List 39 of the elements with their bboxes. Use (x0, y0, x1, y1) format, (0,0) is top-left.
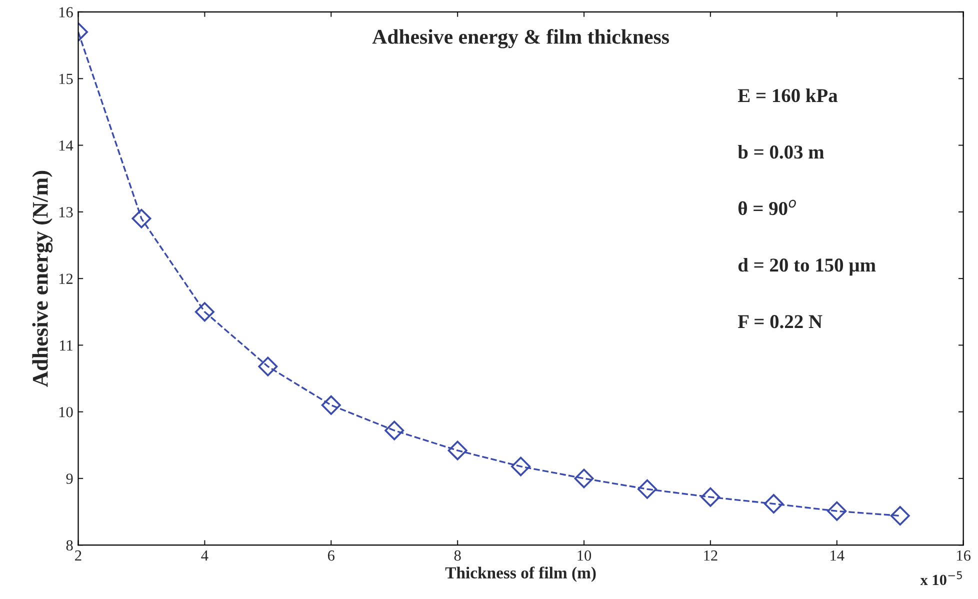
x-tick-label: 4 (201, 550, 208, 561)
y-tick-label: 13 (59, 207, 73, 218)
point (890, 506, 910, 526)
point (511, 456, 531, 476)
y-tick-label: 15 (59, 74, 73, 84)
annotation: E = 160 kPa (738, 88, 838, 102)
text: Adhesive energy & film thickness (372, 29, 669, 48)
y-tick-label: 8 (66, 540, 73, 551)
point (574, 468, 594, 488)
point (321, 395, 341, 415)
point (448, 440, 468, 460)
point (764, 494, 784, 514)
x-tick-label: 14 (830, 550, 844, 561)
y-tick-label: 14 (59, 140, 74, 151)
point (194, 302, 214, 322)
annotation: d = 20 to 150 µm (738, 258, 876, 276)
y-tick-label: 11 (60, 340, 72, 350)
text: x 10$^{−5}$ (920, 571, 962, 586)
point (258, 356, 278, 376)
point (384, 420, 404, 440)
point (637, 479, 657, 499)
x-tick-label: 8 (454, 550, 461, 561)
y-tick-label: 10 (59, 406, 73, 418)
point (132, 208, 152, 228)
y-tick-label: 9 (66, 474, 73, 484)
annotation: F = 0.22 N (738, 315, 822, 328)
x-tick-label: 2 (75, 550, 82, 561)
annotation: θ = 90$^{o}$ (738, 200, 796, 216)
y-tick-label: 16 (59, 7, 73, 18)
y-axis-title: Adhesive energy (N/m) (32, 170, 53, 387)
point (700, 487, 720, 507)
annotation: b = 0.03 m (738, 144, 824, 159)
point (827, 501, 847, 521)
x-tick-label: 10 (578, 550, 592, 561)
y-tick-label: 12 (59, 274, 73, 284)
x-tick-label: 6 (328, 550, 334, 561)
x-axis-title: Thickness of film (m) (445, 566, 596, 582)
x-tick-label: 16 (957, 550, 971, 561)
x-tick-label: 12 (704, 550, 718, 561)
